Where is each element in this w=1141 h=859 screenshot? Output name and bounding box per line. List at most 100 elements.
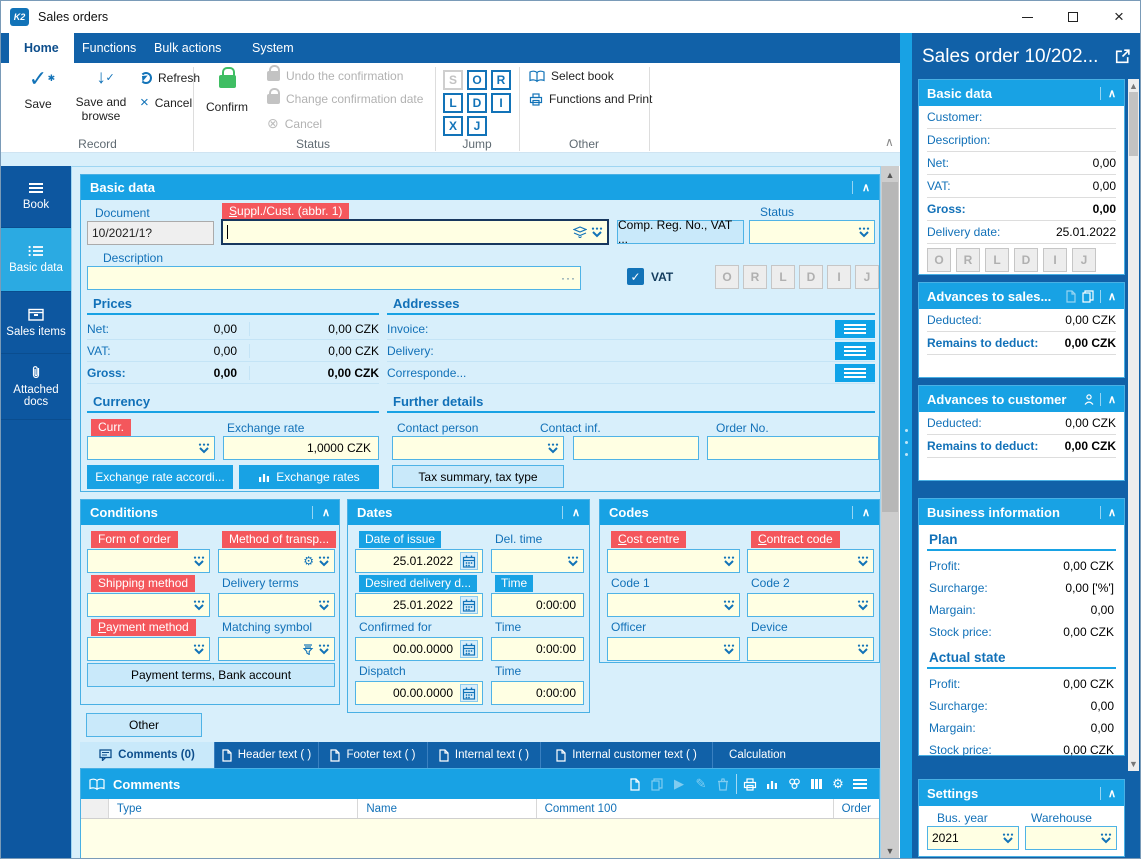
dropdown-icon[interactable] <box>1002 833 1014 844</box>
jump-letter-X[interactable]: X <box>443 116 463 136</box>
maximize-button[interactable] <box>1050 2 1096 33</box>
dropdown-icon[interactable] <box>1100 833 1112 844</box>
tab-system[interactable]: System <box>252 41 294 55</box>
dropdown-icon[interactable] <box>318 644 330 655</box>
grid-menu-button[interactable] <box>849 774 871 794</box>
date-of-issue-field[interactable]: 25.01.2022 <box>355 549 483 573</box>
scrollbar-thumb[interactable] <box>1129 92 1138 156</box>
time-field-3[interactable]: 0:00:00 <box>491 681 584 705</box>
scroll-down-arrow[interactable]: ▼ <box>1129 759 1138 769</box>
form-of-order-field[interactable] <box>87 549 210 573</box>
del-time-field[interactable] <box>491 549 584 573</box>
sidebar-item-sales-items[interactable]: Sales items <box>1 292 71 354</box>
comments-empty-rows[interactable] <box>81 819 879 858</box>
dispatch-field[interactable]: 00.00.0000 <box>355 681 483 705</box>
exchange-rates-button[interactable]: Exchange rates <box>239 465 379 489</box>
description-field[interactable]: ··· <box>87 266 581 290</box>
open-in-window-icon[interactable] <box>1115 49 1130 64</box>
jump-letter-J[interactable]: J <box>467 116 487 136</box>
dropdown-icon[interactable] <box>723 644 735 655</box>
tab-bulk-actions[interactable]: Bulk actions <box>154 41 222 55</box>
collapse-chevron[interactable]: ∧ <box>1099 786 1116 800</box>
collapse-chevron[interactable]: ∧ <box>851 506 870 519</box>
sidebar-item-book[interactable]: Book <box>1 166 71 228</box>
sidebar-item-attached-docs[interactable]: Attached docs <box>1 354 71 420</box>
exchange-rate-field[interactable]: 1,0000 CZK <box>223 436 379 460</box>
comp-reg-button[interactable]: Comp. Reg. No., VAT ... <box>617 218 744 246</box>
close-button[interactable]: × <box>1114 7 1124 26</box>
dropdown-icon[interactable] <box>857 556 869 567</box>
tax-summary-button[interactable]: Tax summary, tax type <box>392 465 564 488</box>
chart-button[interactable] <box>761 774 783 794</box>
calendar-button[interactable] <box>460 640 478 658</box>
scroll-up-arrow[interactable]: ▲ <box>1129 81 1138 91</box>
confirm-button[interactable]: Confirm <box>201 67 253 114</box>
main-scrollbar[interactable]: ▲ ▼ <box>881 166 899 858</box>
code-2-field[interactable] <box>747 593 874 617</box>
dropdown-icon[interactable] <box>547 443 559 454</box>
collapse-ribbon-chevron[interactable]: ∧ <box>885 135 894 149</box>
tab-internal-customer-text[interactable]: Internal customer text ( ) <box>541 742 713 768</box>
dropdown-icon[interactable] <box>723 600 735 611</box>
contact-person-field[interactable] <box>392 436 564 460</box>
page-icon[interactable] <box>1066 290 1076 303</box>
calendar-button[interactable] <box>460 552 478 570</box>
panel-splitter[interactable] <box>900 33 912 858</box>
scrollbar-thumb[interactable] <box>882 182 898 512</box>
dropdown-icon[interactable] <box>193 556 205 567</box>
calendar-button[interactable] <box>460 596 478 614</box>
save-button[interactable]: ✓ ✱ Save <box>24 66 56 112</box>
correspondence-address-menu-button[interactable] <box>835 364 875 382</box>
payment-method-field[interactable] <box>87 637 210 661</box>
collapse-chevron[interactable]: ∧ <box>1099 505 1116 519</box>
vat-checkbox[interactable]: ✓ <box>627 268 644 285</box>
scroll-down-arrow[interactable]: ▼ <box>885 846 895 856</box>
delivery-terms-field[interactable] <box>218 593 335 617</box>
method-of-transport-field[interactable]: ⚙ <box>218 549 335 573</box>
tab-home[interactable]: Home <box>9 33 74 63</box>
column-header-order[interactable]: Order <box>841 802 871 815</box>
panel-scrollbar[interactable]: ▲ ▼ <box>1128 79 1139 771</box>
dropdown-icon[interactable] <box>591 227 603 238</box>
stack-select-icon[interactable] <box>573 226 587 238</box>
code-1-field[interactable] <box>607 593 740 617</box>
new-record-button[interactable] <box>624 774 646 794</box>
refresh-button[interactable]: Refresh <box>140 71 200 85</box>
column-header-comment[interactable]: Comment 100 <box>537 799 834 818</box>
columns-button[interactable] <box>805 774 827 794</box>
collapse-chevron[interactable]: ∧ <box>851 181 870 194</box>
time-field-2[interactable]: 0:00:00 <box>491 637 584 661</box>
dropdown-icon[interactable] <box>567 556 579 567</box>
dropdown-icon[interactable] <box>193 600 205 611</box>
collapse-chevron[interactable]: ∧ <box>561 506 580 519</box>
supplier-field[interactable] <box>221 219 609 245</box>
warehouse-field[interactable] <box>1025 826 1117 850</box>
tab-calculation[interactable]: Calculation <box>729 749 786 761</box>
dropdown-icon[interactable] <box>723 556 735 567</box>
jump-letter-I[interactable]: I <box>491 93 511 113</box>
cost-centre-field[interactable] <box>607 549 740 573</box>
tab-footer-text[interactable]: Footer text ( ) <box>319 742 428 768</box>
grid-settings-button[interactable]: ⚙ <box>832 776 844 791</box>
select-book-button[interactable]: Select book <box>529 69 614 83</box>
tab-internal-text[interactable]: Internal text ( ) <box>428 742 541 768</box>
gear-icon[interactable]: ⚙ <box>303 554 314 568</box>
print-button[interactable] <box>739 774 761 794</box>
collapse-chevron[interactable]: ∧ <box>1099 392 1116 406</box>
dropdown-icon[interactable] <box>318 600 330 611</box>
payment-terms-button[interactable]: Payment terms, Bank account <box>87 663 335 687</box>
desired-delivery-field[interactable]: 25.01.2022 <box>355 593 483 617</box>
save-and-browse-button[interactable]: ↓ ✓ Save and browse <box>75 67 127 123</box>
currency-field[interactable] <box>87 436 215 460</box>
matching-symbol-field[interactable] <box>218 637 335 661</box>
dropdown-icon[interactable] <box>857 644 869 655</box>
dropdown-icon[interactable] <box>193 644 205 655</box>
confirmed-for-field[interactable]: 00.00.0000 <box>355 637 483 661</box>
dropdown-icon[interactable] <box>857 600 869 611</box>
collapse-chevron[interactable]: ∧ <box>311 506 330 519</box>
more-button[interactable]: ··· <box>561 271 576 285</box>
pages-icon[interactable] <box>1082 290 1094 303</box>
exchange-rate-according-button[interactable]: Exchange rate accordi... <box>87 465 233 489</box>
dropdown-icon[interactable] <box>858 227 870 238</box>
collapse-chevron[interactable]: ∧ <box>1099 86 1116 100</box>
